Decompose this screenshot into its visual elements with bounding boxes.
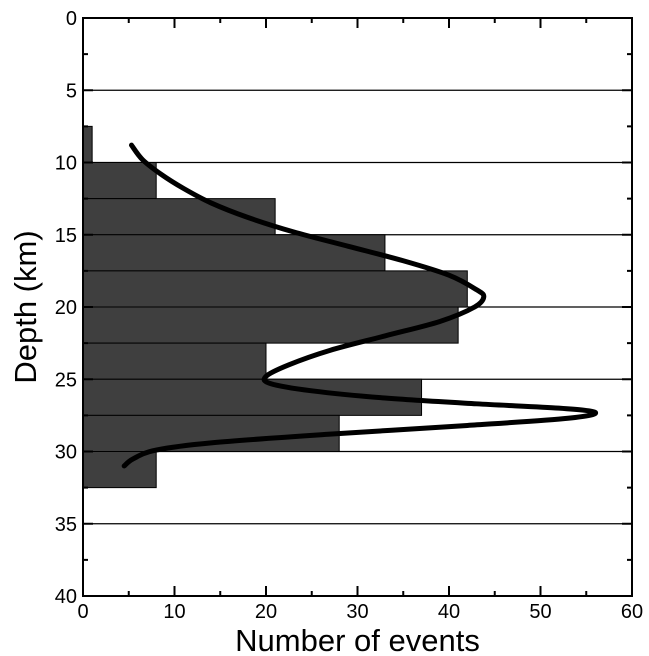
y-tick-label-15: 15 [55, 225, 77, 247]
bar-5 [82, 306, 459, 344]
x-axis-label: Number of events [235, 623, 480, 656]
axis-ticks [82, 17, 633, 597]
bar-4 [82, 270, 468, 308]
histogram-bars [82, 125, 468, 489]
y-axis-label: Depth (km) [8, 230, 43, 383]
y-tick-label-10: 10 [55, 153, 77, 175]
x-tick-label-20: 20 [255, 601, 277, 623]
y-tick-label-35: 35 [55, 514, 77, 536]
y-tick-label-0: 0 [66, 8, 77, 30]
x-tick-label-60: 60 [621, 601, 643, 623]
x-tick-labels: 0 10 20 30 40 50 60 [77, 601, 643, 623]
x-tick-label-30: 30 [346, 601, 368, 623]
x-tick-label-50: 50 [529, 601, 551, 623]
bar-8 [82, 414, 340, 452]
fit-curve-line [121, 142, 599, 469]
y-tick-label-40: 40 [55, 586, 77, 608]
bar-9 [82, 451, 157, 489]
y-tick-label-25: 25 [55, 369, 77, 391]
bar-3 [82, 234, 386, 272]
x-tick-label-10: 10 [163, 601, 185, 623]
y-tick-label-30: 30 [55, 442, 77, 464]
x-tick-label-40: 40 [438, 601, 460, 623]
y-tick-label-20: 20 [55, 297, 77, 319]
bar-1 [82, 162, 157, 200]
bar-0 [82, 125, 93, 163]
y-tick-labels: 0 5 10 15 20 25 30 35 40 [55, 8, 77, 608]
y-tick-label-5: 5 [66, 80, 77, 102]
bar-6 [82, 342, 267, 380]
fit-curve [121, 142, 599, 469]
x-tick-label-0: 0 [77, 601, 88, 623]
